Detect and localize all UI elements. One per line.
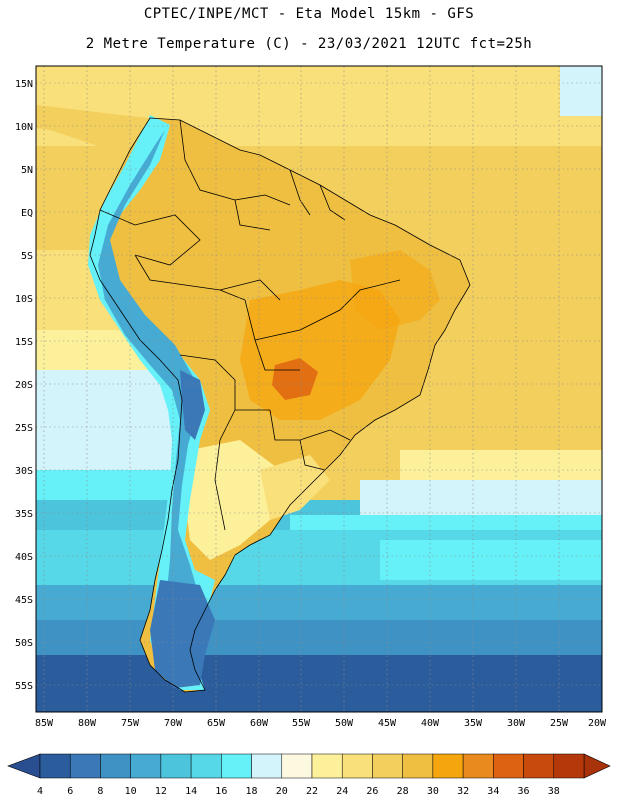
- legend-swatch: [311, 753, 343, 779]
- lon-label: 70W: [164, 718, 183, 729]
- legend-swatch: [462, 753, 494, 779]
- legend-low-arrow: [7, 753, 41, 779]
- lon-label: 40W: [421, 718, 440, 729]
- latitude-labels: 15N 10N 5N EQ 5S 10S 15S 20S 25S 30S 35S…: [15, 79, 33, 692]
- legend-swatch: [432, 753, 464, 779]
- lon-label: 65W: [207, 718, 226, 729]
- map-field: [36, 66, 602, 712]
- legend-high-arrow: [583, 753, 611, 779]
- legend-tick-labels: 4 6 8 10 12 14 16 18 20 22 24 26 28 30 32 34 36 38: [37, 786, 560, 797]
- lat-label: 30S: [15, 466, 33, 477]
- lat-label: 40S: [15, 552, 33, 563]
- cool-region-southern-cone: [185, 440, 280, 560]
- lon-label: 60W: [250, 718, 269, 729]
- chart-title-line1: CPTEC/INPE/MCT - Eta Model 15km - GFS: [143, 6, 475, 22]
- lat-label: 10N: [15, 122, 33, 133]
- legend-swatch: [39, 753, 71, 779]
- legend-swatch: [160, 753, 192, 779]
- lon-label: 50W: [335, 718, 354, 729]
- lat-label: 20S: [15, 380, 33, 391]
- lon-label: 85W: [35, 718, 54, 729]
- legend-swatch: [100, 753, 131, 779]
- legend-tick-label: 28: [397, 786, 409, 797]
- cool-region-la-plata: [260, 455, 330, 520]
- lon-label: 35W: [464, 718, 483, 729]
- lat-label: 15S: [15, 337, 33, 348]
- legend-swatches: [39, 753, 585, 779]
- lon-label: 75W: [121, 718, 140, 729]
- lat-label: 25S: [15, 423, 33, 434]
- lon-label: 80W: [78, 718, 97, 729]
- legend-tick-label: 4: [37, 786, 43, 797]
- legend-swatch: [372, 753, 403, 779]
- legend-swatch: [553, 753, 585, 779]
- lon-label: 25W: [550, 718, 569, 729]
- ocean-band-8: [36, 620, 602, 660]
- ocean-atlantic-cool: [360, 480, 602, 515]
- legend-tick-label: 12: [155, 786, 167, 797]
- color-legend: 4 6 8 10 12 14 16 18 20 22 24 26 28 30 32 34 36 38: [7, 753, 611, 797]
- chart-title-line2: 2 Metre Temperature (C) - 23/03/2021 12U…: [85, 36, 533, 52]
- ocean-ne-cool: [560, 66, 602, 116]
- legend-swatch: [493, 753, 524, 779]
- legend-tick-label: 8: [97, 786, 103, 797]
- andes-deep-cold: [180, 370, 205, 440]
- legend-swatch: [251, 753, 283, 779]
- legend-tick-label: 38: [548, 786, 560, 797]
- lon-label: 45W: [378, 718, 397, 729]
- lat-label: 55S: [15, 681, 33, 692]
- patagonia-cold: [150, 580, 215, 688]
- legend-tick-label: 22: [306, 786, 318, 797]
- legend-tick-label: 6: [67, 786, 73, 797]
- longitude-labels: 85W 80W 75W 70W 65W 60W 55W 50W 45W 40W …: [35, 718, 607, 729]
- lat-label: 10S: [15, 294, 33, 305]
- legend-tick-label: 36: [518, 786, 530, 797]
- andes-cold-core: [98, 130, 200, 680]
- legend-tick-label: 24: [336, 786, 348, 797]
- lon-label: 30W: [507, 718, 526, 729]
- legend-tick-label: 14: [185, 786, 197, 797]
- legend-tick-label: 10: [125, 786, 137, 797]
- legend-swatch: [190, 753, 222, 779]
- caribbean-coast: [36, 105, 150, 150]
- ocean-atlantic-cyan-2: [380, 540, 602, 580]
- legend-tick-label: 20: [276, 786, 288, 797]
- lat-label: 35S: [15, 509, 33, 520]
- ocean-band-6: [36, 655, 602, 712]
- lon-label: 20W: [588, 718, 607, 729]
- lat-label: 5N: [21, 165, 33, 176]
- lat-label: EQ: [21, 208, 33, 219]
- legend-swatch: [281, 753, 313, 779]
- ocean-band-10: [36, 585, 602, 625]
- country-borders: [89, 117, 471, 693]
- lon-label: 55W: [292, 718, 311, 729]
- legend-tick-label: 32: [457, 786, 469, 797]
- legend-swatch: [341, 753, 373, 779]
- legend-swatch: [130, 753, 162, 779]
- legend-swatch: [523, 753, 555, 779]
- legend-swatch: [69, 753, 101, 779]
- warm-region-northeast: [350, 250, 440, 330]
- lat-label: 45S: [15, 595, 33, 606]
- legend-tick-label: 26: [366, 786, 378, 797]
- lat-label: 50S: [15, 638, 33, 649]
- legend-swatch: [402, 753, 434, 779]
- legend-swatch: [221, 753, 252, 779]
- legend-tick-label: 30: [427, 786, 439, 797]
- legend-tick-label: 16: [215, 786, 227, 797]
- hot-spot-mato-grosso: [272, 358, 318, 400]
- legend-tick-label: 18: [246, 786, 258, 797]
- legend-tick-label: 34: [487, 786, 499, 797]
- lat-label: 5S: [21, 251, 33, 262]
- lat-label: 15N: [15, 79, 33, 90]
- map-frame: [35, 65, 603, 713]
